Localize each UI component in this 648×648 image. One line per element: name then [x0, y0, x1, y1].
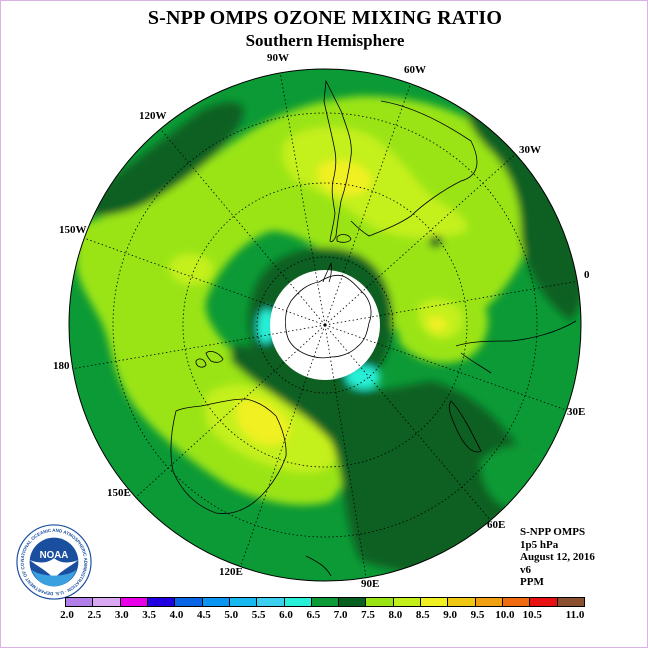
colorbar-tick-label: 2.5: [87, 609, 102, 621]
lon-label-150e: 150E: [107, 487, 131, 499]
colorbar-swatch: [147, 598, 176, 606]
colorbar-tick-label: 4.0: [169, 609, 184, 621]
info-pressure-level: 1p5 hPa: [520, 538, 559, 551]
graticule: [70, 69, 580, 581]
coast-antarctic-peninsula: [322, 262, 332, 283]
contour-8p5-south: [236, 398, 290, 446]
colorbar-tick-label: 10.0: [495, 609, 515, 621]
colorbar-swatch: [421, 598, 449, 606]
info-satellite: S-NPP OMPS: [520, 526, 586, 538]
colorbar-tick-label: 8.0: [388, 609, 403, 621]
lon-label-0: 0: [584, 269, 590, 281]
meridian-lines: [70, 69, 580, 581]
contour-8p5-east: [427, 316, 447, 332]
lon-label-120e: 120E: [219, 566, 243, 578]
latitude-circle-inner: [256, 256, 394, 394]
coast-antarctica: [285, 274, 372, 359]
colorbar-tick-label: 5.5: [251, 609, 266, 621]
colorbar-tick-label: 11.0: [565, 609, 585, 621]
colorbar-swatch: [120, 598, 148, 606]
colorbar-swatch: [311, 598, 340, 606]
latitude-circle-outer: [112, 112, 538, 538]
colorbar-swatch: [284, 598, 312, 606]
colorbar-swatch: [202, 598, 230, 606]
colorbar-swatch: [175, 598, 203, 606]
colorbar-tick-label: 7.5: [361, 609, 375, 621]
colorbar-tick-label: 2.0: [60, 609, 74, 621]
coast-new-zealand: [195, 351, 224, 368]
colorbar-tick-label: 8.5: [415, 609, 430, 621]
lon-label-30e: 30E: [567, 406, 586, 418]
logo-text: NOAA: [40, 550, 69, 561]
colorbar-swatch: [475, 598, 503, 606]
lon-label-180: 180: [53, 360, 70, 372]
contour-8p5-north: [317, 160, 372, 196]
lon-label-30w: 30W: [519, 144, 541, 156]
colorbar-tick-label: 6.5: [306, 609, 321, 621]
contour-7p0-west: [86, 102, 244, 216]
lon-label-60w: 60W: [404, 64, 426, 76]
coast-south-america-east: [350, 100, 478, 237]
page-subtitle: Southern Hemisphere: [245, 31, 405, 50]
contour-8p0-west: [169, 254, 214, 285]
colorbar-ticks: 2.0 2.5 3.0 3.5 4.0 4.5 5.0 5.5 6.0 6.5 7.0 7.5 8.0 8…: [60, 609, 585, 623]
colorbar-tick-label: 6.0: [279, 609, 293, 621]
colorbar-swatch: [366, 598, 394, 606]
colorbar-swatch: [503, 598, 531, 606]
colorbar-swatch: [229, 598, 258, 606]
contour-7p0-islet: [429, 235, 443, 248]
colorbar-tick-label: 7.0: [333, 609, 348, 621]
colorbar-swatch: [530, 598, 558, 606]
lon-label-120w: 120W: [139, 110, 167, 122]
colorbar-swatch: [448, 598, 476, 606]
coastlines: [170, 79, 577, 577]
colorbar-swatch: [93, 598, 121, 606]
ozone-field: [69, 69, 581, 581]
lon-label-90w: 90W: [267, 52, 289, 64]
logo-bird-shape: [29, 558, 79, 580]
colorbar-swatch: [393, 598, 422, 606]
colorbar-swatch: [339, 598, 367, 606]
colorbar-tick-label: 9.0: [443, 609, 458, 621]
info-version: v6: [520, 563, 531, 576]
info-units: PPM: [520, 576, 544, 589]
lon-label-60e: 60E: [487, 519, 506, 531]
info-date: August 12, 2016: [520, 551, 595, 564]
info-block: S-NPP OMPS 1p5 hPa August 12, 2016 v6 PP…: [520, 526, 595, 589]
contour-7p0-northeast: [467, 101, 581, 321]
colorbar-tick-label: 3.5: [142, 609, 156, 621]
coast-tierra-del-fuego: [336, 234, 352, 243]
colorbar-swatch: [557, 598, 584, 606]
coast-south-america: [323, 79, 352, 243]
pole-point: [323, 323, 327, 327]
coast-australia: [170, 398, 287, 514]
colorbar: [65, 597, 585, 607]
coast-africa: [455, 320, 577, 374]
contour-7p0-south: [231, 345, 554, 576]
colorbar-tick-label: 10.5: [522, 609, 542, 621]
map-border: [68, 68, 582, 582]
coast-madagascar: [448, 400, 482, 453]
coast-new-guinea: [305, 555, 332, 577]
colorbar-tick-label: 3.0: [114, 609, 129, 621]
latitude-circle-middle: [182, 182, 468, 468]
lon-label-90e: 90E: [361, 578, 380, 590]
noaa-logo: NATIONAL OCEANIC AND ATMOSPHERIC ADMINIS…: [15, 523, 92, 600]
colorbar-tick-label: 9.5: [470, 609, 485, 621]
contour-8p0-north: [282, 126, 467, 238]
colorbar-swatch: [66, 598, 94, 606]
lon-label-150w: 150W: [59, 224, 87, 236]
logo-wave-shape: [31, 569, 77, 587]
page-title: S-NPP OMPS OZONE MIXING RATIO: [147, 7, 503, 29]
colorbar-tick-label: 4.5: [196, 609, 211, 621]
colorbar-tick-label: 5.0: [224, 609, 239, 621]
colorbar-swatch: [257, 598, 285, 606]
